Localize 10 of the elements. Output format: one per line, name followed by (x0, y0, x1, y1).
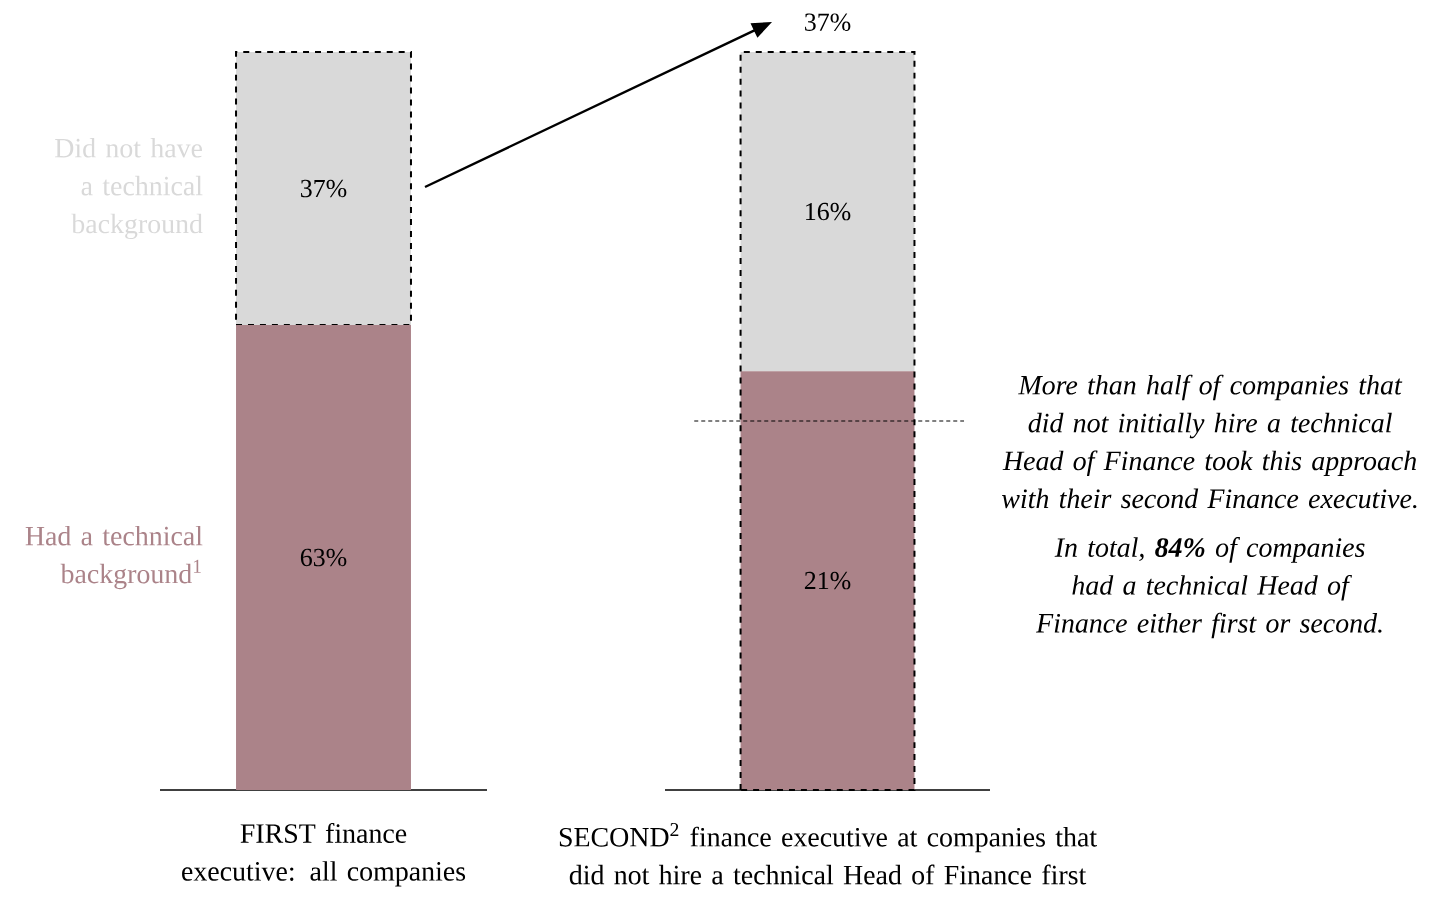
text: In total, 84% of companies had a technical Head of Finance either first or second. (1035, 537, 1382, 639)
x-tick-label: FIRST finance executive: all companies (182, 823, 466, 887)
data-label: 37% (301, 179, 347, 198)
text: More than half of companies that did not initially hire a technical Head of Finance took this approach with their second Finance executive. (1001, 374, 1417, 509)
data-label: 21% (804, 571, 851, 590)
data-label: 16% (806, 202, 851, 221)
series-label: Had a technical background$^{1}$ (25, 525, 203, 590)
x-tick-label: SECOND$^{2}$ finance executive at companies that did not hire a technical Head of Finance first (559, 823, 1097, 885)
data-label: 63% (300, 548, 347, 567)
total-label: 37% (805, 13, 851, 31)
